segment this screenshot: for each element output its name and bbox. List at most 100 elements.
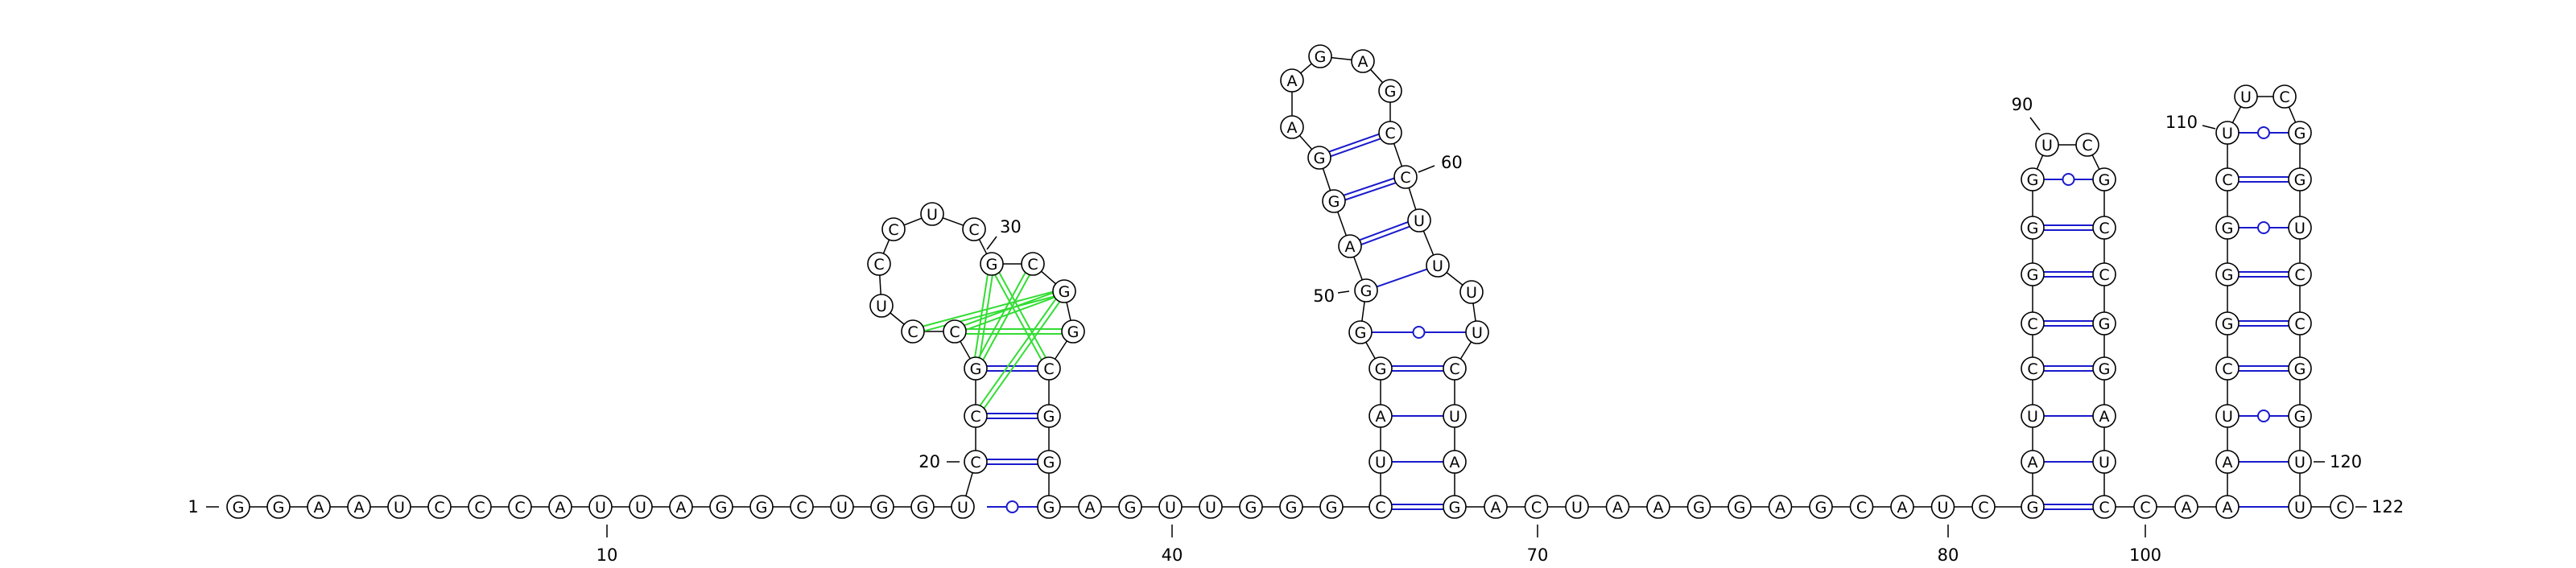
nucleotide: U (1465, 320, 1489, 344)
wobble-pair-marker (1412, 326, 1426, 339)
nucleotide-circle (964, 404, 988, 428)
nucleotide: U (2215, 404, 2240, 428)
nucleotide-letter: C (873, 256, 884, 274)
nucleotide-letter: U (1205, 499, 1216, 517)
nucleotide: C (1393, 165, 1418, 189)
nucleotide-letter: G (2099, 171, 2111, 189)
nucleotide-circle (1443, 450, 1467, 474)
nucleotide-letter: G (1449, 499, 1461, 517)
pseudoknot-pair (982, 274, 1030, 360)
nucleotide-circle (2092, 262, 2116, 286)
nucleotide-letter: G (1734, 499, 1746, 517)
backbone-segment (1361, 301, 1365, 322)
nucleotide-circle (1378, 79, 1402, 103)
nucleotide-circle (1524, 495, 1549, 519)
number-label-20: 20 (919, 452, 940, 471)
base-pair (1343, 177, 1395, 196)
nucleotide: G (870, 495, 894, 519)
nucleotide: G (980, 252, 1004, 276)
base-pair (1330, 138, 1381, 158)
wobble-pair-marker (2257, 410, 2270, 422)
nucleotide-circle (2288, 311, 2312, 335)
nucleotide-letter: U (1938, 499, 1949, 517)
nucleotide-letter: A (1287, 119, 1298, 137)
nucleotide-circle (1971, 495, 1996, 519)
base-pair (1376, 268, 1428, 288)
nucleotide: G (2288, 356, 2312, 381)
nucleotide-circle (2092, 356, 2116, 381)
nucleotide-letter: U (2027, 408, 2038, 426)
nucleotide-letter: A (1897, 499, 1908, 517)
nucleotide: C (901, 319, 925, 344)
nucleotide-circle (749, 495, 774, 519)
nucleotide: G (749, 495, 774, 519)
pseudoknot-pair (998, 272, 1046, 358)
nucleotide-circle (2035, 133, 2059, 157)
nucleotide-circle (1849, 495, 1874, 519)
nucleotide: U (951, 495, 975, 519)
number-label-1: 1 (188, 497, 198, 517)
base-pair (1328, 133, 1380, 153)
nucleotide-letter: A (1085, 499, 1096, 517)
nucleotide: G (1686, 495, 1711, 519)
backbone-segment (2036, 154, 2044, 170)
nucleotide-letter: C (2294, 315, 2305, 333)
nucleotide: C (2133, 495, 2157, 519)
nucleotide-circle (1443, 495, 1467, 519)
nucleotide: U (1930, 495, 1955, 519)
nucleotide-letter: C (2027, 315, 2037, 333)
nucleotide: C (881, 217, 906, 241)
nucleotide-circle (867, 252, 891, 276)
nucleotide-circle (2215, 356, 2240, 381)
nucleotide: G (1037, 495, 1061, 519)
nucleotide-letter: U (2240, 88, 2252, 106)
nucleotide: C (508, 495, 532, 519)
nucleotide: G (1052, 279, 1076, 303)
nucleotide-letter: G (2222, 220, 2234, 237)
nucleotide-letter: A (2182, 499, 2192, 517)
nucleotide: C (962, 217, 986, 241)
backbone-segment (903, 217, 923, 226)
nucleotide: C (1368, 495, 1393, 519)
nucleotide-circle (307, 495, 331, 519)
backbone-segment (965, 472, 973, 496)
nucleotide-circle (881, 217, 906, 241)
nucleotide: G (1354, 278, 1378, 303)
nucleotide-letter: G (2294, 125, 2306, 142)
nucleotide: C (2215, 356, 2240, 381)
nucleotide: U (1443, 404, 1467, 428)
nucleotide-letter: C (434, 499, 444, 517)
backbone-segment (1041, 270, 1056, 285)
nucleotide-circle (2215, 121, 2240, 145)
nucleotide-letter: A (314, 499, 324, 517)
nucleotide-circle (1646, 495, 1670, 519)
nucleotide-letter: U (2222, 408, 2233, 426)
nucleotide: G (2021, 262, 2045, 286)
wobble-pair-marker (2062, 173, 2075, 186)
nucleotide-circle (910, 495, 935, 519)
nucleotide: U (920, 202, 944, 226)
nucleotide-letter: G (1043, 454, 1055, 471)
number-label-70: 70 (1527, 545, 1549, 565)
nucleotide-circle (1426, 253, 1450, 278)
nucleotide: C (2075, 133, 2099, 157)
nucleotide-letter: A (354, 499, 365, 517)
nucleotide-circle (2288, 495, 2312, 519)
nucleotide-circle (2021, 167, 2045, 191)
nucleotide-circle (901, 319, 925, 344)
nucleotide-circle (1021, 252, 1045, 276)
nucleotide-letter: U (2099, 454, 2110, 471)
nucleotide: C (867, 252, 891, 276)
nucleotide: C (2021, 311, 2045, 335)
nucleotide-circle (1351, 49, 1375, 73)
nucleotide-circle (2092, 311, 2116, 335)
number-tick (986, 236, 997, 250)
nucleotide: G (1061, 319, 1085, 344)
backbone-segment (960, 340, 971, 360)
nucleotide-circle (2133, 495, 2157, 519)
nucleotide-letter: C (514, 499, 525, 517)
nucleotide: C (2273, 84, 2297, 109)
backbone-segment (1459, 341, 1472, 360)
nucleotide-letter: G (917, 499, 929, 517)
nucleotide: G (2215, 311, 2240, 335)
